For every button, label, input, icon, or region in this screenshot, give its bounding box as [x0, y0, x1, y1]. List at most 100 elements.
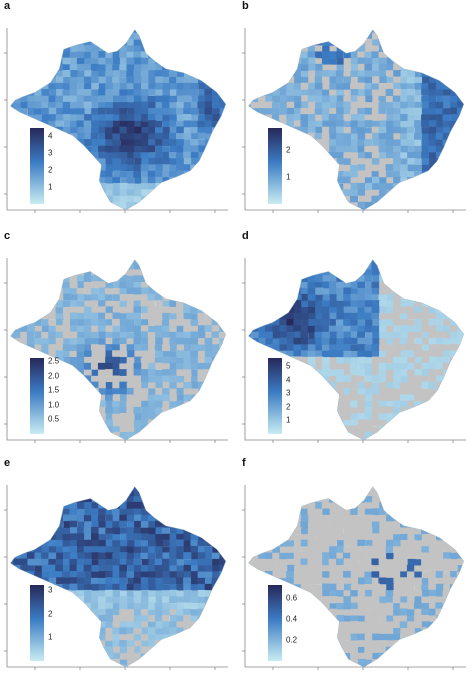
municipality-cell: [301, 151, 310, 159]
municipality-cell: [225, 356, 226, 364]
municipality-cell: [163, 20, 171, 27]
municipality-cell: [428, 407, 437, 415]
municipality-cell: [465, 46, 473, 53]
municipality-cell: [176, 196, 185, 204]
municipality-cell: [183, 496, 192, 504]
municipality-cell: [379, 263, 387, 271]
municipality-cell: [329, 132, 338, 140]
municipality-cell: [98, 565, 107, 573]
municipality-cell: [393, 189, 402, 197]
municipality-cell: [364, 344, 373, 352]
municipality-cell: [105, 419, 114, 427]
municipality-cell: [126, 615, 135, 623]
municipality-cell: [364, 369, 373, 377]
municipality-cell: [105, 275, 114, 283]
municipality-cell: [134, 381, 143, 389]
municipality-cell: [443, 274, 452, 283]
municipality-cell: [293, 114, 302, 122]
municipality-cell: [148, 70, 157, 78]
municipality-cell: [197, 57, 206, 65]
municipality-cell: [13, 413, 22, 421]
municipality-cell: [337, 14, 345, 21]
municipality-cell: [421, 426, 430, 434]
municipality-cell: [126, 344, 135, 352]
municipality-cell: [183, 82, 192, 90]
municipality-cell: [218, 508, 226, 516]
municipality-cell: [120, 164, 128, 172]
municipality-cell: [63, 275, 72, 283]
municipality-cell: [386, 82, 395, 90]
municipality-cell: [219, 332, 226, 340]
municipality-cell: [155, 376, 164, 384]
municipality-cell: [378, 108, 387, 116]
municipality-cell: [258, 133, 267, 141]
municipality-cell: [279, 294, 288, 302]
municipality-cell: [155, 269, 164, 277]
municipality-cell: [435, 132, 444, 140]
municipality-cell: [90, 294, 99, 302]
municipality-cell: [378, 126, 387, 134]
municipality-cell: [300, 138, 309, 147]
municipality-cell: [76, 275, 85, 283]
municipality-cell: [183, 608, 192, 616]
municipality-cell: [63, 381, 72, 390]
municipality-cell: [141, 382, 150, 390]
municipality-cell: [428, 39, 437, 47]
municipality-cell: [212, 281, 220, 289]
municipality-cell: [98, 281, 107, 289]
municipality-cell: [350, 32, 359, 40]
municipality-cell: [119, 29, 128, 35]
municipality-cell: [168, 351, 177, 359]
municipality-cell: [84, 45, 93, 53]
municipality-cell: [48, 621, 57, 629]
municipality-cell: [169, 394, 178, 402]
municipality-cell: [55, 589, 64, 598]
municipality-cell: [63, 490, 71, 498]
municipality-cell: [155, 571, 164, 579]
municipality-cell: [190, 152, 199, 160]
municipality-cell: [386, 126, 395, 134]
municipality-cell: [329, 300, 338, 308]
municipality-cell: [63, 95, 71, 103]
municipality-cell: [204, 76, 213, 85]
municipality-cell: [450, 376, 458, 384]
municipality-cell: [336, 350, 344, 358]
municipality-cell: [48, 486, 57, 491]
municipality-cell: [148, 571, 157, 579]
municipality-cell: [105, 70, 114, 78]
municipality-cell: [112, 70, 121, 78]
municipality-cell: [322, 120, 331, 128]
municipality-cell: [378, 350, 387, 358]
municipality-cell: [357, 82, 366, 90]
municipality-cell: [162, 294, 171, 302]
municipality-cell: [112, 21, 120, 28]
municipality-cell: [154, 95, 163, 103]
municipality-cell: [343, 394, 352, 402]
municipality-cell: [435, 325, 444, 333]
municipality-cell: [435, 413, 444, 421]
municipality-cell: [218, 602, 226, 610]
municipality-cell: [191, 196, 199, 204]
municipality-cell: [463, 183, 464, 191]
municipality-cell: [99, 20, 107, 27]
municipality-cell: [421, 376, 430, 384]
municipality-cell: [70, 388, 79, 396]
municipality-cell: [365, 201, 374, 209]
municipality-cell: [83, 120, 92, 128]
municipality-cell: [112, 565, 121, 573]
municipality-cell: [162, 120, 171, 129]
municipality-cell: [204, 363, 213, 371]
municipality-cell: [286, 52, 295, 60]
municipality-cell: [183, 589, 192, 597]
municipality-cell: [69, 312, 78, 320]
municipality-cell: [183, 281, 192, 289]
municipality-cell: [176, 369, 185, 377]
municipality-cell: [315, 120, 324, 128]
municipality-cell: [279, 331, 288, 339]
municipality-cell: [112, 602, 121, 611]
municipality-cell: [464, 27, 472, 34]
municipality-cell: [442, 29, 451, 34]
municipality-cell: [169, 432, 177, 440]
municipality-cell: [406, 107, 415, 115]
municipality-cell: [70, 319, 78, 327]
